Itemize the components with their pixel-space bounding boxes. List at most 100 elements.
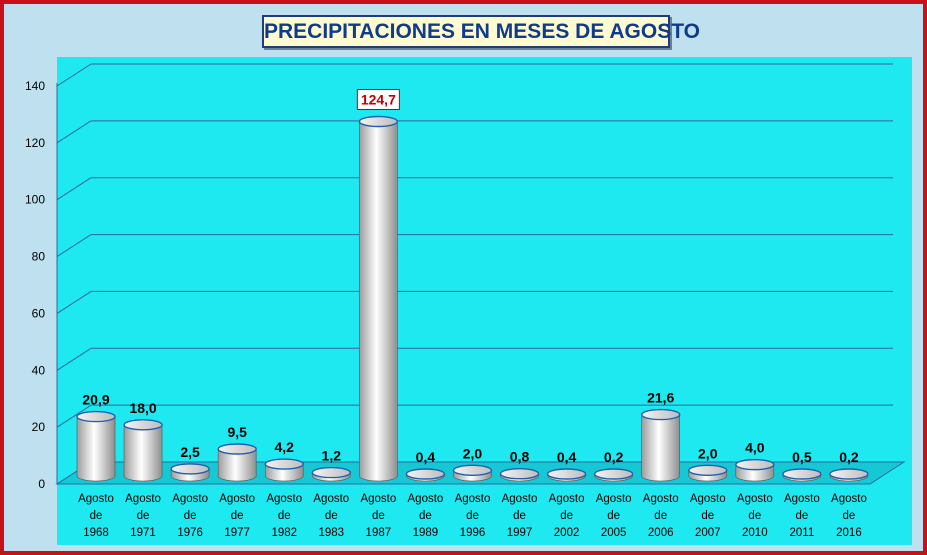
x-tick-label: Agosto	[643, 493, 679, 505]
bar-group: 20,9	[76, 392, 116, 482]
x-tick-label: 1996	[460, 527, 486, 539]
x-tick-label: 1997	[507, 527, 533, 539]
x-tick-label: Agosto	[219, 493, 255, 505]
x-tick-label: de	[184, 510, 197, 522]
bar	[359, 121, 398, 482]
x-axis-labels: Agosto de 1968 Agosto de 1971 Agosto de 1976 Agos…	[78, 493, 867, 539]
x-tick-label: 1977	[224, 527, 250, 539]
data-label: 4,0	[745, 440, 765, 456]
bar-group: 0,2	[829, 449, 869, 482]
x-tick-label: 2005	[601, 527, 627, 539]
bar-group: 2,0	[688, 445, 728, 482]
x-tick-label: de	[843, 510, 856, 522]
x-tick-label: Agosto	[125, 493, 161, 505]
y-tick-label: 100	[25, 193, 45, 207]
x-tick-label: de	[795, 510, 808, 522]
data-label: 20,9	[82, 392, 109, 408]
gridline-depth	[56, 234, 92, 257]
x-tick-label: 2010	[742, 527, 768, 539]
x-tick-label: Agosto	[831, 493, 867, 505]
gridline-depth	[56, 291, 92, 314]
data-label: 2,0	[463, 445, 483, 461]
bar-group: 4,2	[264, 439, 304, 482]
bar-top	[452, 464, 493, 477]
x-tick-label: Agosto	[266, 493, 302, 505]
bar-group: 0,4	[405, 449, 446, 482]
x-tick-label: Agosto	[596, 493, 632, 505]
x-tick-label: Agosto	[737, 493, 773, 505]
bar-top	[170, 463, 210, 475]
bar-top	[593, 468, 634, 480]
bar-group: 2,5	[170, 444, 210, 482]
data-label: 0,8	[510, 449, 530, 465]
bar-group: 0,4	[546, 449, 587, 482]
x-tick-label: Agosto	[78, 493, 114, 505]
x-tick-label: de	[654, 510, 667, 522]
x-tick-label: 2007	[695, 527, 721, 539]
x-tick-label: 1976	[177, 527, 203, 539]
data-label: 124,7	[361, 91, 396, 107]
x-tick-label: de	[560, 510, 573, 522]
x-tick-label: Agosto	[360, 493, 396, 505]
data-label: 0,4	[416, 449, 436, 465]
x-tick-label: de	[701, 510, 714, 522]
bars: 20,9 18,0 2,5 9,5 4,2 1,2 124,7 0,4 2,0 0,8 0,4 0,2…	[76, 88, 869, 482]
bar-group: 0,5	[782, 449, 822, 482]
bar-top	[358, 115, 399, 128]
bar-top	[782, 468, 822, 480]
data-label: 1,2	[322, 448, 342, 464]
gridline-depth	[56, 347, 92, 371]
x-tick-label: Agosto	[502, 493, 538, 505]
y-tick-label: 140	[25, 79, 45, 93]
y-tick-label: 120	[25, 136, 45, 150]
x-tick-label: de	[466, 510, 479, 522]
bar-top	[123, 419, 163, 431]
data-label: 18,0	[129, 400, 156, 416]
x-tick-label: de	[231, 510, 244, 522]
x-tick-label: de	[90, 510, 103, 522]
bar	[123, 424, 163, 482]
bar-group: 2,0	[452, 445, 493, 482]
x-tick-label: de	[419, 510, 432, 522]
x-tick-label: 2002	[554, 527, 580, 539]
data-label: 2,5	[180, 444, 200, 460]
bar-top	[76, 410, 116, 423]
gridline-depth	[56, 120, 92, 144]
bar-group: 4,0	[735, 440, 775, 482]
data-label: 4,2	[275, 439, 295, 455]
x-tick-label: 1989	[413, 527, 439, 539]
gridline-depth	[56, 63, 92, 87]
bar-top	[688, 464, 728, 477]
x-tick-label: Agosto	[408, 493, 444, 505]
x-tick-label: de	[748, 510, 761, 522]
bar-group: 1,2	[311, 448, 351, 482]
x-tick-label: 2006	[648, 527, 674, 539]
bar-group: 124,7	[356, 88, 400, 482]
x-tick-label: 1987	[366, 527, 392, 539]
x-tick-label: de	[607, 510, 620, 522]
x-tick-label: 2016	[836, 527, 862, 539]
data-label: 21,6	[647, 390, 674, 406]
bar-top	[641, 408, 681, 421]
bar-top	[311, 466, 351, 479]
y-axis: 0 20 40 60 80 100 120 140	[25, 79, 58, 491]
data-label: 0,2	[604, 449, 624, 465]
gridline-depth	[56, 404, 92, 428]
y-tick-label: 60	[32, 306, 46, 320]
data-label: 0,2	[839, 449, 859, 465]
x-tick-label: de	[325, 510, 338, 522]
y-tick-label: 80	[32, 250, 46, 264]
bar-top	[405, 468, 446, 480]
gridline-depth	[56, 177, 92, 201]
x-tick-label: 1971	[130, 527, 156, 539]
bar-top	[735, 458, 775, 471]
x-tick-label: 1968	[83, 527, 109, 539]
data-label: 0,5	[792, 449, 812, 465]
data-label: 2,0	[698, 445, 718, 461]
y-tick-label: 0	[38, 477, 45, 491]
bar-top	[546, 468, 587, 480]
x-tick-label: Agosto	[172, 493, 208, 505]
y-tick-label: 40	[32, 363, 46, 377]
x-tick-label: Agosto	[549, 493, 585, 505]
